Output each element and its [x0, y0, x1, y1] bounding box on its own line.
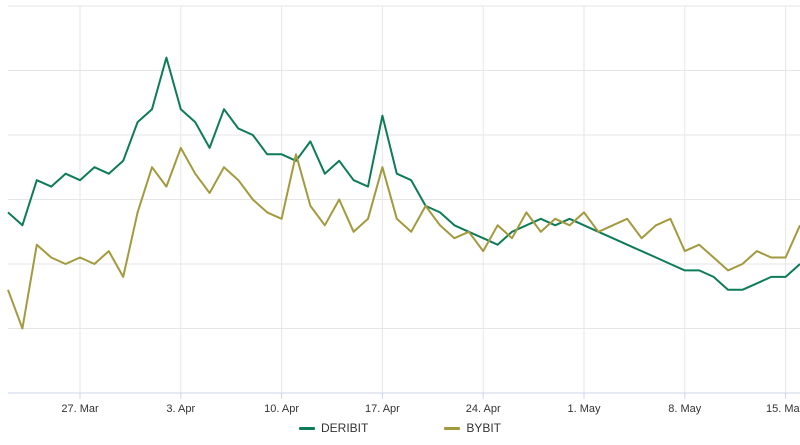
x-tick-label: 10. Apr	[264, 403, 299, 415]
legend-label-bybit: BYBIT	[466, 421, 502, 435]
series-line-deribit	[7, 56, 800, 291]
x-axis-ticks: 27. Mar 3. Apr 10. Apr 17. Apr 24. Apr 1. May…	[61, 393, 800, 415]
x-tick-label: 15. May	[766, 403, 800, 415]
x-tick-label: 17. Apr	[365, 403, 400, 415]
legend-label-deribit: DERIBIT	[320, 421, 369, 435]
series-line-bybit	[7, 146, 800, 330]
x-tick-label: 8. May	[668, 403, 702, 415]
x-tick-label: 24. Apr	[466, 403, 501, 415]
legend-item-bybit[interactable]: BYBIT	[444, 421, 501, 435]
x-tick-label: 1. May	[567, 403, 601, 415]
chart-legend: DERIBIT BYBIT	[0, 421, 800, 435]
series-lines	[7, 56, 800, 330]
x-tick-label: 3. Apr	[166, 403, 195, 415]
legend-swatch-bybit	[444, 426, 461, 430]
grid-lines	[8, 5, 800, 393]
legend-item-deribit[interactable]: DERIBIT	[298, 421, 369, 435]
legend-swatch-deribit	[298, 426, 315, 430]
x-tick-label: 27. Mar	[61, 403, 99, 415]
